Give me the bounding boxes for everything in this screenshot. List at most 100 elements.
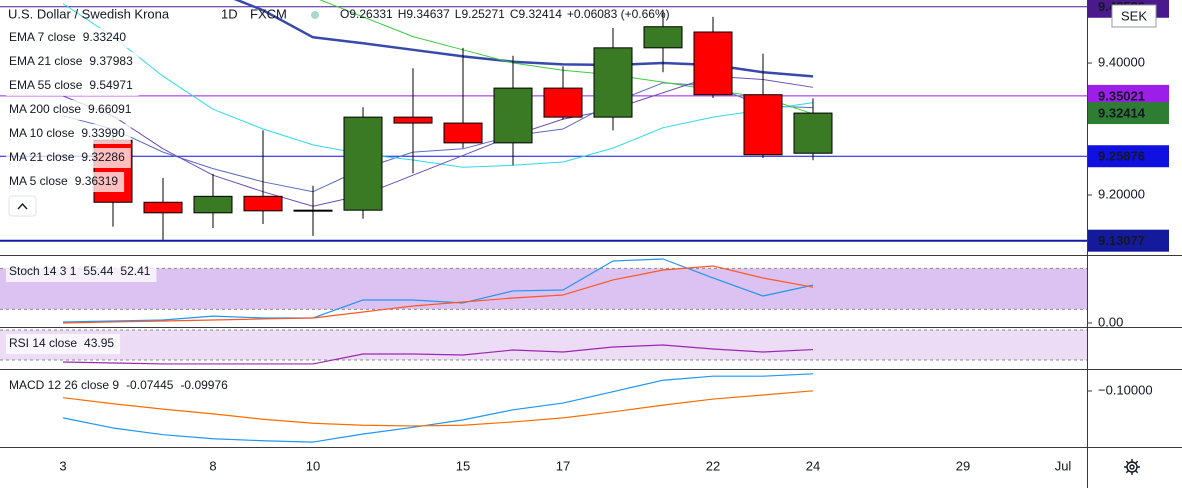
x-tick-label: 15 — [456, 458, 470, 473]
ohlc-item: L9.25271 — [455, 7, 505, 21]
indicator-line — [62, 265, 814, 324]
price-tag — [1088, 84, 1169, 107]
currency[interactable]: SEK — [1121, 8, 1147, 23]
band-fill — [0, 330, 1087, 360]
price-tag — [1088, 145, 1169, 168]
legend-value: 9.54971 — [89, 78, 133, 92]
price-tag-label: 9.13077 — [1098, 233, 1145, 248]
header: U.S. Dollar / Swedish Krona 1D FXCM O9.2… — [8, 6, 670, 21]
y-tick-label: 0.00 — [1098, 314, 1123, 329]
y-tick-label: −0.10000 — [1098, 382, 1153, 397]
indicator-line — [319, 0, 814, 115]
candle-body — [543, 87, 583, 118]
candle-body — [693, 31, 733, 96]
indicator-line — [233, 0, 814, 78]
axes: 9.400009.200009.485269.350219.324149.258… — [59, 0, 1169, 473]
legend-row: MA 21 close 9.32286 — [6, 148, 131, 168]
legend-value: -0.09976 — [180, 378, 228, 392]
legend-bg — [6, 76, 139, 96]
price-tag — [1088, 229, 1169, 252]
legends: EMA 7 close 9.33240 EMA 21 close 9.37983 EMA… — [6, 28, 234, 396]
legend-row: Stoch 14 3 1 55.44 52.41 — [6, 262, 157, 282]
settings-button[interactable] — [1124, 459, 1140, 475]
legend-bg — [6, 262, 157, 282]
ohlc-item: O9.26331 — [340, 7, 393, 21]
legend-bg — [6, 172, 125, 192]
gear-center[interactable] — [1129, 464, 1135, 470]
candle-body — [393, 116, 433, 124]
x-tick-label: 17 — [556, 458, 570, 473]
candle-body — [243, 195, 283, 212]
legend-bg — [6, 28, 133, 48]
x-tick-label: Jul — [1055, 458, 1072, 473]
symbol: U.S. Dollar / Swedish Krona — [8, 6, 170, 21]
legend-row: EMA 21 close 9.37983 — [6, 52, 139, 72]
ohlc-item: H9.34637 — [398, 7, 450, 21]
legend-row: EMA 7 close 9.33240 — [6, 28, 133, 48]
legend-name: MA 5 close — [9, 174, 68, 188]
legend-name: EMA 7 close — [9, 30, 76, 44]
gear-teeth[interactable] — [1124, 459, 1140, 475]
legend-name: EMA 55 close — [9, 78, 83, 92]
legend-title: MACD 12 26 close 9 — [9, 378, 119, 392]
currency-box[interactable]: SEK — [1111, 4, 1157, 28]
legend-name: MA 10 close — [9, 126, 75, 140]
legend-name: MA 200 close — [9, 102, 81, 116]
candle-body — [593, 47, 633, 118]
legend-bg — [6, 100, 138, 120]
legend-value: 9.33990 — [81, 126, 125, 140]
legend-value: 55.44 — [83, 264, 113, 278]
collapse-button[interactable] — [8, 195, 37, 217]
price-tag-label: 9.35021 — [1098, 88, 1145, 103]
price-tag-label: 9.32414 — [1098, 106, 1146, 121]
pane — [0, 258, 1087, 324]
legend-value: 52.41 — [120, 264, 150, 278]
legend-value: -0.07445 — [126, 378, 174, 392]
candle-body — [193, 195, 233, 214]
price-tag — [1088, 102, 1169, 125]
legend-row: MA 5 close 9.36319 — [6, 172, 125, 192]
y-tick-label: 9.40000 — [1098, 54, 1145, 69]
indicator-line — [62, 373, 814, 443]
indicator-line — [62, 390, 814, 427]
legend-row: RSI 14 close 43.95 — [6, 334, 121, 354]
legend-row: MA 200 close 9.66091 — [6, 100, 138, 120]
band-fill — [0, 268, 1087, 310]
legend-bg — [6, 52, 139, 72]
candle-body — [743, 94, 783, 156]
x-tick-label: 24 — [806, 458, 820, 473]
candle-body — [493, 87, 533, 144]
legend-bg — [6, 376, 234, 396]
legend-value: 9.66091 — [88, 102, 132, 116]
candle-body — [443, 122, 483, 144]
x-tick-label: 3 — [59, 458, 66, 473]
legend-value: 9.37983 — [89, 54, 133, 68]
ohlc-values: O9.26331 H9.34637 L9.25271 C9.32414 +0.06083… — [340, 7, 670, 21]
x-tick-label: 8 — [209, 458, 216, 473]
collapse-button-bg[interactable] — [8, 195, 37, 217]
price-tag-label: 9.25876 — [1098, 149, 1145, 164]
collapse-icon[interactable] — [17, 202, 28, 210]
legend-row: MACD 12 26 close 9 -0.07445 -0.09976 — [6, 376, 234, 396]
legend-bg — [6, 334, 121, 354]
indicator-line — [62, 344, 814, 365]
legend-title: Stoch 14 3 1 — [9, 264, 77, 278]
legend-title: RSI 14 close — [9, 336, 77, 350]
legend-value: 43.95 — [84, 336, 114, 350]
legend-value: 9.32286 — [81, 150, 125, 164]
legend-row: EMA 55 close 9.54971 — [6, 76, 139, 96]
currency-box-bg[interactable] — [1111, 4, 1157, 28]
legend-row: MA 10 close 9.33990 — [6, 124, 131, 144]
ohlc-item: C9.32414 — [510, 7, 562, 21]
legend-value: 9.33240 — [83, 30, 127, 44]
candle-body — [343, 116, 383, 211]
pane — [0, 329, 1087, 365]
interval: 1D — [221, 6, 238, 21]
legend-value: 9.36319 — [75, 174, 119, 188]
indicator-line — [62, 3, 814, 168]
status-dot — [311, 11, 319, 19]
candle-body — [793, 112, 833, 154]
